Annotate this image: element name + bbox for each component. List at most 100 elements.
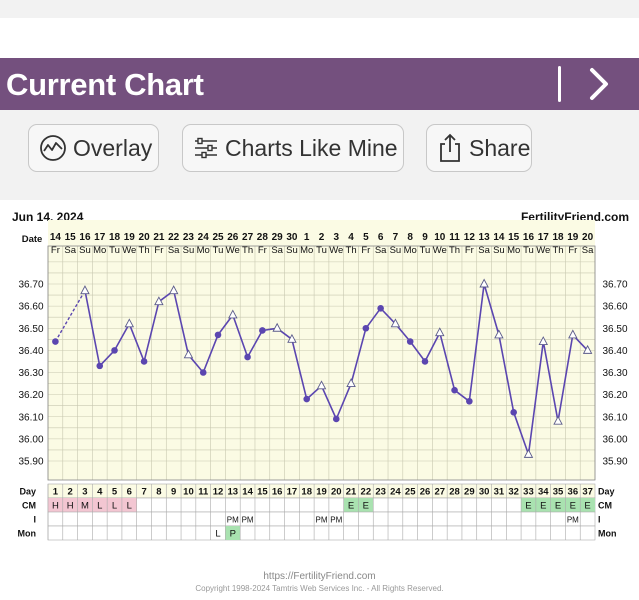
cm-cell-value: L (97, 501, 102, 512)
y-tick-label-left: 36.20 (18, 390, 43, 401)
weekday-tick-label: Th (346, 245, 357, 256)
cm-cell-fill (521, 498, 536, 512)
weekday-tick-label: Sa (478, 245, 490, 256)
date-tick-label: 11 (449, 232, 460, 243)
weekday-tick-label: Th (552, 245, 563, 256)
date-tick-label: 14 (493, 232, 505, 243)
temp-point-triangle (80, 285, 90, 295)
y-tick-label-left: 36.70 (18, 280, 43, 291)
plot-border (47, 245, 596, 481)
temp-point-triangle (272, 322, 282, 332)
temp-point (244, 353, 251, 361)
date-tick-label: 27 (242, 232, 254, 243)
day-row-label-right: Day (598, 487, 615, 497)
weekday-tick-label: Tu (523, 245, 534, 256)
day-cell-value: 33 (523, 487, 534, 498)
y-tick-label-right: 36.70 (602, 280, 627, 291)
mon-cell-value: L (215, 529, 220, 540)
cm-cell-fill (77, 498, 93, 512)
cm-cell-value: M (81, 501, 89, 512)
cm-cell-value: E (570, 501, 576, 512)
cm-cell-value: H (52, 501, 59, 512)
cm-cell-value: L (112, 501, 117, 512)
y-tick-label-right: 36.40 (602, 346, 627, 357)
share-button[interactable]: Share (426, 124, 532, 172)
intercourse-cell-value: PM (227, 516, 239, 525)
y-tick-label-right: 36.00 (602, 434, 627, 445)
day-cell-value: 22 (361, 487, 372, 498)
weekday-tick-label: Fr (258, 245, 267, 256)
date-tick-label: 2 (319, 232, 325, 243)
temp-point-triangle (390, 318, 401, 328)
day-cell-value: 10 (183, 487, 194, 498)
y-tick-label-right: 36.30 (602, 368, 627, 379)
day-cell-value: 26 (420, 487, 431, 498)
temp-point (362, 324, 370, 332)
temp-point-triangle (494, 329, 504, 339)
weekday-tick-label: Tu (109, 245, 120, 256)
cm-cell-fill (535, 498, 551, 512)
intercourse-cell-value: PM (567, 516, 579, 525)
weekday-tick-label: Fr (361, 245, 370, 256)
chevron-right-icon[interactable] (584, 66, 614, 102)
cm-cell-value: E (525, 501, 531, 512)
temp-point (466, 397, 473, 405)
weekday-tick-label: Mo (404, 245, 417, 256)
y-tick-label-left: 35.90 (18, 457, 43, 468)
date-tick-label: 26 (227, 232, 239, 243)
temp-point-triangle (568, 329, 578, 339)
temp-point-triangle (228, 309, 238, 319)
intercourse-cell-value: PM (330, 516, 342, 525)
overlay-button[interactable]: Overlay (28, 124, 159, 172)
y-tick-label-right: 36.60 (602, 302, 627, 313)
intercourse-row-label-left: I (33, 515, 36, 525)
weekday-tick-label: Mo (507, 245, 520, 256)
share-icon (440, 133, 460, 162)
date-tick-label: 17 (538, 232, 550, 243)
plot-background (48, 220, 595, 480)
weekday-tick-label: Sa (64, 245, 76, 256)
cm-cell-fill (121, 498, 137, 512)
cm-cell-value: E (540, 501, 546, 512)
cm-cell-fill (107, 498, 122, 512)
day-cell-value: 31 (494, 487, 505, 498)
date-tick-label: 16 (523, 232, 535, 243)
date-tick-label: 9 (422, 232, 428, 243)
cm-cell-fill (580, 498, 595, 512)
day-cell-value: 16 (272, 487, 283, 498)
date-tick-label: 24 (198, 232, 210, 243)
day-cell-value: 28 (449, 487, 460, 498)
weekday-tick-label: Fr (51, 245, 60, 256)
date-tick-label: 7 (393, 232, 399, 243)
temperature-chart-svg: Date 14 15 16 17 18 19 20 21 22 23 24 25 26 27 28 29 30 1 2… (18, 220, 628, 541)
charts-like-mine-button[interactable]: Charts Like Mine (182, 124, 404, 172)
cm-cell-fill (92, 498, 108, 512)
day-cell-value: 20 (331, 487, 342, 498)
date-tick-label: 5 (363, 232, 369, 243)
weekday-tick-label: Mo (93, 245, 106, 256)
day-cell-value: 30 (479, 487, 490, 498)
weekday-tick-label: We (433, 245, 447, 256)
top-bar (0, 18, 639, 58)
temp-point (111, 347, 118, 354)
y-tick-label-left: 36.00 (18, 434, 43, 445)
cm-cell-fill (343, 498, 359, 512)
footer-url[interactable]: https://FertilityFriend.com (263, 571, 376, 582)
day-cell-value: 4 (97, 487, 103, 498)
weekday-tick-label: We (226, 245, 240, 256)
temp-point-triangle (479, 278, 489, 288)
cm-cell-fill (565, 498, 581, 512)
weekday-tick-label: We (329, 245, 343, 256)
weekday-tick-label: Fr (154, 245, 163, 256)
temp-point-triangle (346, 378, 356, 388)
temp-point (303, 395, 311, 403)
weekday-tick-label: Sa (582, 245, 594, 256)
cm-cell-value: E (348, 501, 354, 512)
cm-row-label-left: CM (22, 501, 36, 511)
weekday-tick-label: Tu (316, 245, 327, 256)
date-tick-label: 18 (552, 232, 564, 243)
day-cell-value: 37 (582, 487, 593, 498)
cm-cell-value: E (363, 501, 369, 512)
temp-point (214, 331, 222, 339)
temp-point (199, 369, 207, 376)
